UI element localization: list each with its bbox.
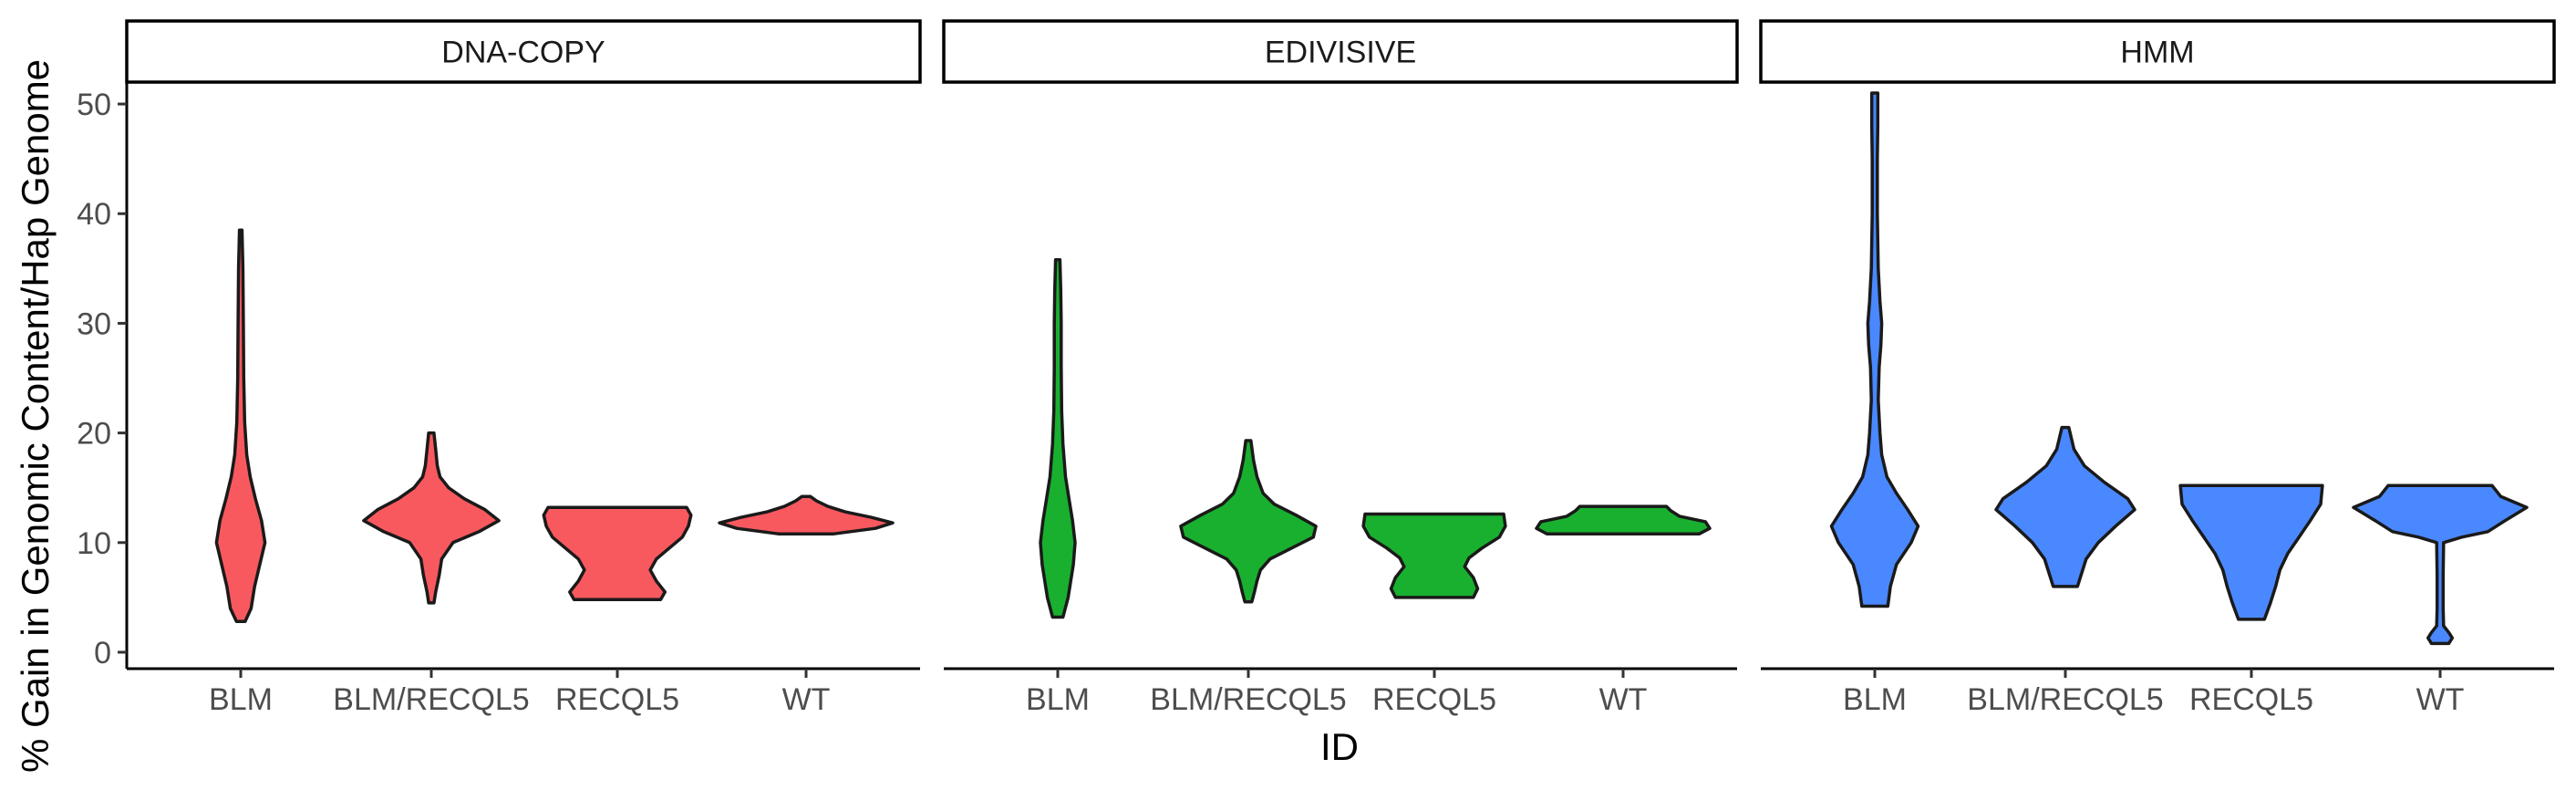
x-tick-label: RECQL5: [555, 682, 679, 717]
panel-hmm: HMM BLM BLM/RECQL5 RECQL5 WT: [1759, 19, 2556, 717]
x-tick-label: BLM: [209, 682, 273, 717]
violin-hmm-blm-recql5: [1994, 425, 2136, 588]
x-tick-label: BLM: [1026, 682, 1090, 717]
y-tick-label: 20: [77, 417, 111, 452]
panel-strip: [125, 19, 922, 84]
violin-dna-copy-wt: [718, 494, 895, 535]
y-tick-label: 10: [77, 526, 111, 561]
violin-edivisive-recql5: [1361, 512, 1507, 599]
violin-hmm-wt: [2352, 483, 2529, 646]
panels: DNA-COPY 0 10 20 30 40 50 BLM BLM/RECQL5 RECQL5 WT…: [77, 19, 2556, 717]
x-tick-label: BLM/RECQL5: [1150, 682, 1346, 717]
violin-hmm-blm: [1829, 91, 1920, 608]
x-tick-label: BLM/RECQL5: [1967, 682, 2163, 717]
y-tick-label: 0: [94, 636, 111, 670]
violin-edivisive-blm: [1039, 257, 1077, 619]
y-tick-label: 30: [77, 307, 111, 341]
violin-hmm-recql5: [2178, 483, 2324, 621]
violin-edivisive-blm-recql5: [1179, 439, 1318, 604]
panel-edivisive: EDIVISIVE BLM BLM/RECQL5 RECQL5 WT: [942, 19, 1739, 717]
x-tick-label: BLM: [1843, 682, 1907, 717]
violin-dna-copy-recql5: [542, 505, 693, 602]
y-tick-label: 50: [77, 88, 111, 122]
x-tick-label: WT: [1599, 682, 1648, 717]
x-tick-label: BLM/RECQL5: [333, 682, 529, 717]
panel-title: HMM: [2120, 36, 2194, 70]
x-tick-label: RECQL5: [2189, 682, 2313, 717]
violin-edivisive-wt: [1535, 504, 1712, 535]
x-tick-label: WT: [782, 682, 831, 717]
x-axis-title: ID: [1320, 725, 1359, 768]
violin-dna-copy-blm: [214, 228, 267, 624]
x-tick-label: RECQL5: [1372, 682, 1496, 717]
panel-strip: [1759, 19, 2556, 84]
y-tick-label: 40: [77, 197, 111, 232]
y-axis-title: % Gain in Genomic Content/Hap Genome: [14, 59, 57, 773]
panel-dna-copy: DNA-COPY 0 10 20 30 40 50 BLM BLM/RECQL5 RECQL5 WT: [77, 19, 922, 717]
panel-strip: [942, 19, 1739, 84]
violin-dna-copy-blm-recql5: [362, 431, 501, 605]
x-tick-label: WT: [2416, 682, 2465, 717]
panel-title: EDIVISIVE: [1265, 36, 1416, 70]
panel-title: DNA-COPY: [441, 36, 605, 70]
